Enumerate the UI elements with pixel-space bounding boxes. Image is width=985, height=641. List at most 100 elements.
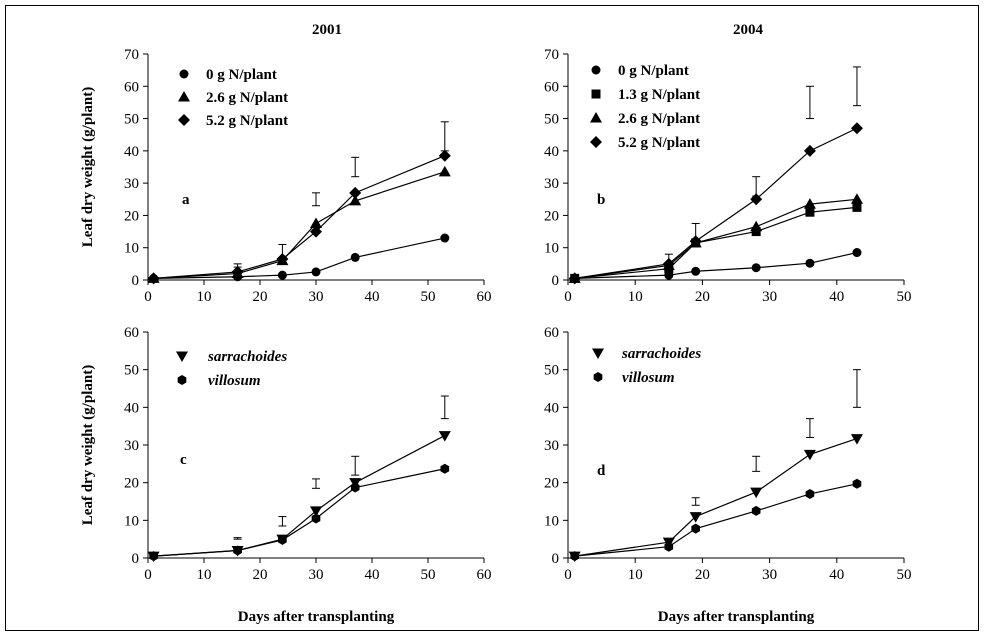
x-tick-label: 50 bbox=[421, 567, 436, 583]
data-point bbox=[440, 463, 450, 474]
x-tick-label: 0 bbox=[144, 289, 152, 305]
data-point bbox=[311, 513, 321, 524]
data-point bbox=[750, 193, 763, 206]
data-point bbox=[805, 488, 815, 499]
series-line bbox=[574, 438, 858, 557]
y-tick-label: 40 bbox=[544, 400, 559, 416]
x-tick-label: 30 bbox=[309, 289, 324, 305]
data-point bbox=[689, 235, 702, 248]
legend-entry: 0 g N/plant bbox=[179, 67, 277, 83]
y-tick-label: 40 bbox=[544, 144, 559, 160]
panel-d: 0 10 20 30 40 50 60 0 10 20 30 40 50 Days after trans… bbox=[544, 325, 912, 625]
data-point bbox=[805, 207, 815, 217]
x-tick-label: 50 bbox=[421, 289, 436, 305]
data-point bbox=[276, 253, 289, 266]
x-tick-label: 0 bbox=[564, 289, 572, 305]
legend-marker bbox=[590, 112, 602, 123]
data-point bbox=[850, 122, 863, 135]
data-point bbox=[310, 225, 322, 238]
legend-entry: 5.2 g N/plant bbox=[590, 135, 700, 151]
data-point bbox=[349, 194, 362, 206]
legend-entry: 0 g N/plant bbox=[591, 63, 689, 79]
x-tick-label: 30 bbox=[762, 567, 777, 583]
chart-title: 2001 bbox=[312, 22, 342, 38]
x-tick-label: 40 bbox=[829, 567, 844, 583]
error-bar bbox=[312, 478, 320, 489]
data-point bbox=[850, 434, 863, 445]
y-tick-label: 60 bbox=[124, 79, 139, 95]
data-point bbox=[350, 482, 360, 493]
data-point bbox=[803, 198, 816, 209]
y-tick-label: 60 bbox=[544, 79, 559, 95]
panel-b: 0 10 20 30 40 50 60 70 0 10 20 30 40 50 2004 b 0 g N/pla… bbox=[544, 22, 912, 305]
error-bar bbox=[351, 455, 360, 476]
y-tick-label: 20 bbox=[544, 208, 559, 224]
y-tick-label: 50 bbox=[544, 363, 559, 379]
data-point bbox=[751, 227, 761, 237]
legend-label: sarrachoides bbox=[207, 349, 287, 365]
data-point bbox=[311, 267, 321, 277]
data-point bbox=[850, 193, 863, 204]
legend-marker bbox=[179, 69, 189, 79]
panel-a: 0 10 20 30 40 50 60 70 0 10 20 30 40 50 60 2001 Leaf dry… bbox=[80, 22, 492, 305]
legend-label: 2.6 g N/plant bbox=[618, 111, 700, 127]
legend-entry: sarrachoides bbox=[592, 346, 701, 362]
error-bar bbox=[312, 192, 320, 207]
legend-marker bbox=[176, 351, 188, 362]
y-axis-label: Leaf dry weight (g/plant) bbox=[80, 365, 96, 525]
series-line bbox=[153, 468, 445, 557]
y-tick-label: 10 bbox=[124, 513, 139, 529]
series-line bbox=[153, 237, 445, 279]
error-bar bbox=[440, 395, 449, 420]
error-bar bbox=[351, 156, 360, 178]
y-tick-label: 0 bbox=[552, 551, 560, 567]
legend-marker bbox=[591, 89, 601, 99]
y-tick-label: 70 bbox=[124, 47, 139, 63]
error-bar bbox=[233, 537, 242, 540]
legend-marker bbox=[591, 65, 601, 75]
data-point bbox=[438, 149, 451, 162]
y-tick-label: 50 bbox=[124, 363, 139, 379]
data-point bbox=[438, 431, 451, 442]
legend-marker bbox=[590, 136, 602, 148]
series-line bbox=[574, 127, 858, 279]
x-tick-label: 20 bbox=[695, 567, 710, 583]
legend-entry: 5.2 g N/plant bbox=[178, 113, 288, 129]
data-point bbox=[278, 534, 287, 545]
data-point bbox=[662, 257, 675, 270]
data-point bbox=[803, 144, 816, 157]
error-bar bbox=[852, 66, 861, 107]
y-tick-label: 60 bbox=[124, 325, 139, 341]
data-point bbox=[689, 512, 702, 523]
data-point bbox=[664, 541, 674, 552]
legend-entry: 2.6 g N/plant bbox=[178, 90, 288, 106]
legend-label: villosum bbox=[208, 373, 261, 389]
y-tick-label: 20 bbox=[124, 476, 139, 492]
data-point bbox=[803, 449, 816, 461]
chart-title: 2004 bbox=[733, 22, 764, 38]
x-tick-label: 20 bbox=[253, 567, 268, 583]
data-point bbox=[310, 506, 322, 517]
y-tick-label: 60 bbox=[544, 325, 559, 341]
y-tick-label: 10 bbox=[124, 241, 139, 257]
x-axis-label: Days after transplanting bbox=[238, 609, 395, 625]
data-point bbox=[310, 217, 322, 228]
data-point bbox=[440, 233, 450, 243]
x-axis-label: Days after transplanting bbox=[658, 609, 815, 625]
data-point bbox=[438, 165, 451, 177]
y-tick-label: 20 bbox=[544, 476, 559, 492]
y-tick-label: 70 bbox=[544, 47, 559, 63]
error-bar bbox=[278, 516, 287, 527]
legend-label: sarrachoides bbox=[621, 346, 701, 362]
y-tick-label: 50 bbox=[124, 112, 139, 128]
data-point bbox=[277, 270, 287, 280]
series-line bbox=[574, 198, 858, 279]
panel-c: 0 10 20 30 40 50 60 0 10 20 30 40 50 60 Leaf dry weigh… bbox=[80, 325, 492, 625]
data-point bbox=[691, 523, 701, 534]
error-bar bbox=[691, 497, 700, 506]
data-point bbox=[751, 505, 761, 516]
x-tick-label: 20 bbox=[253, 289, 268, 305]
legend-label: 2.6 g N/plant bbox=[206, 90, 288, 106]
x-tick-label: 40 bbox=[365, 289, 380, 305]
data-point bbox=[349, 186, 362, 199]
